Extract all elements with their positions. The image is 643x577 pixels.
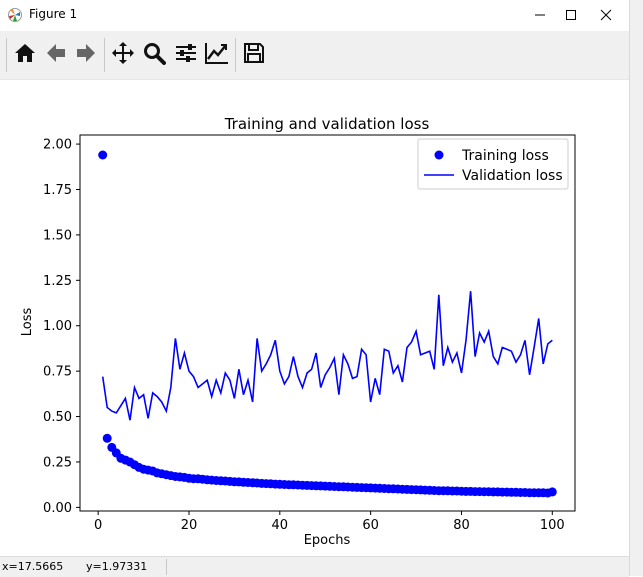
y-tick-label: 1.00 — [43, 319, 72, 334]
y-tick-label: 0.75 — [43, 365, 72, 380]
edit-axis-button[interactable] — [203, 41, 231, 69]
training-loss-point — [547, 487, 557, 497]
status-divider — [166, 559, 167, 575]
cursor-y-readout: y=1.97331 — [86, 560, 148, 573]
y-tick-label: 0.25 — [43, 455, 72, 470]
zoom-button[interactable] — [140, 41, 168, 69]
configure-subplots-button[interactable] — [172, 41, 200, 69]
close-button[interactable] — [583, 0, 629, 31]
forward-arrow-icon — [74, 41, 98, 69]
edit-axis-icon — [204, 41, 230, 69]
training-loss-point — [102, 433, 112, 443]
x-tick-label: 40 — [272, 518, 289, 533]
window-title: Figure 1 — [29, 7, 78, 21]
status-bar: x=17.5665 y=1.97331 — [0, 556, 629, 577]
x-tick-label: 20 — [181, 518, 198, 533]
cursor-x-readout: x=17.5665 — [2, 560, 64, 573]
legend-label-validation: Validation loss — [462, 168, 563, 184]
maximize-button[interactable] — [548, 0, 594, 31]
chart-legend: Training loss Validation loss — [417, 138, 569, 190]
x-tick-label: 100 — [540, 518, 565, 533]
pan-button[interactable] — [109, 41, 137, 69]
toolbar-separator — [104, 38, 105, 72]
minimize-icon — [534, 6, 546, 25]
chart-title: Training and validation loss — [224, 115, 430, 133]
y-tick-label: 0.00 — [43, 501, 72, 516]
save-icon — [243, 42, 265, 68]
y-tick-label: 2.00 — [43, 138, 72, 153]
forward-button[interactable] — [72, 41, 100, 69]
legend-label-training: Training loss — [461, 148, 549, 164]
configure-subplots-icon — [174, 41, 198, 69]
back-arrow-icon — [44, 41, 68, 69]
y-tick-label: 1.75 — [43, 183, 72, 198]
home-button[interactable] — [11, 41, 39, 69]
save-button[interactable] — [240, 41, 268, 69]
x-tick-label: 60 — [362, 518, 379, 533]
figure-canvas[interactable]: Training and validation loss 0 20 40 60 80 10… — [0, 80, 629, 555]
zoom-icon — [142, 41, 166, 69]
y-tick-label: 1.50 — [43, 228, 72, 243]
toolbar-separator — [235, 38, 236, 72]
x-tick-label: 80 — [453, 518, 470, 533]
navigation-toolbar — [0, 31, 629, 80]
y-tick-label: 0.50 — [43, 410, 72, 425]
plot-frame — [79, 134, 576, 512]
y-axis-label: Loss — [20, 308, 35, 337]
loss-chart[interactable]: Training and validation loss 0 20 40 60 80 10… — [0, 80, 629, 555]
window-edge — [629, 0, 643, 576]
matplotlib-app-icon — [7, 7, 23, 23]
legend-box — [417, 138, 569, 190]
training-loss-point — [98, 150, 108, 160]
pan-icon — [111, 41, 135, 69]
close-icon — [600, 6, 612, 25]
window-title-bar[interactable]: Figure 1 — [0, 0, 629, 31]
home-icon — [13, 41, 37, 69]
toolbar-separator — [6, 38, 7, 72]
legend-marker-training — [434, 150, 444, 160]
x-tick-label: 0 — [94, 518, 102, 533]
minimize-button[interactable] — [517, 0, 563, 31]
x-axis-label: Epochs — [304, 533, 351, 548]
back-button[interactable] — [42, 41, 70, 69]
validation-loss-line — [101, 291, 553, 421]
y-tick-label: 1.25 — [43, 274, 72, 289]
maximize-icon — [565, 6, 577, 25]
